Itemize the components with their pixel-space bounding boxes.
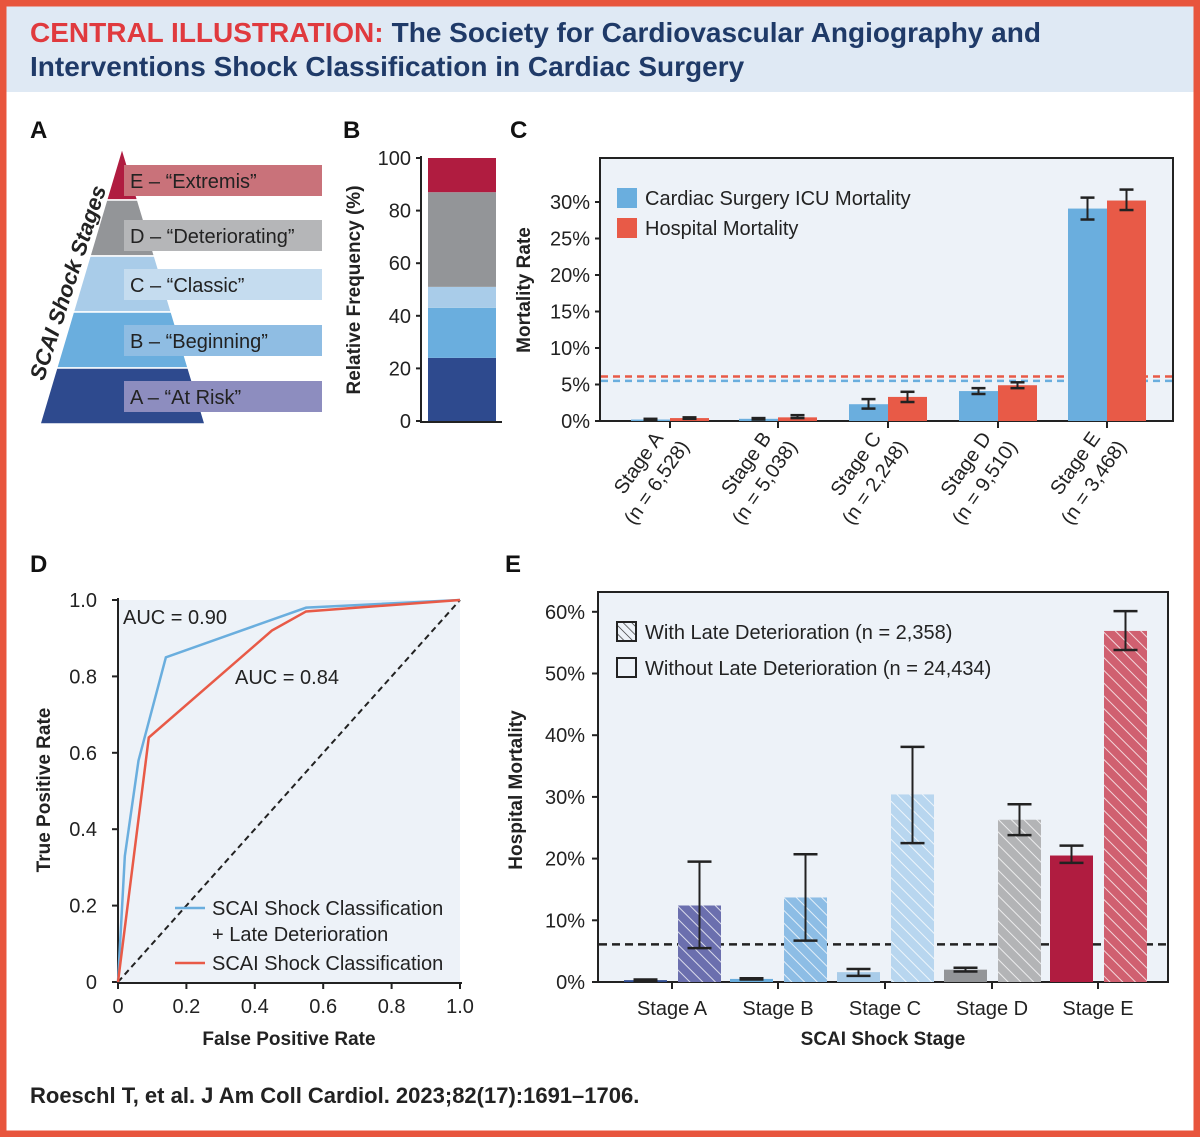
b-ylabel: Relative Frequency (%) — [344, 185, 365, 394]
header-title-line1: CENTRAL ILLUSTRATION: The Society for Car… — [30, 17, 1041, 48]
e-bar-with-late — [1104, 630, 1147, 982]
e-ytick-label: 10% — [545, 910, 585, 932]
d-xtick-label: 1.0 — [446, 996, 474, 1018]
d-legend-label: SCAI Shock Classification — [212, 953, 443, 975]
b-ytick-label: 60 — [389, 253, 411, 275]
e-xlabel: SCAI Shock Stage — [801, 1029, 966, 1050]
d-legend-label-2: + Late Deterioration — [212, 924, 388, 946]
e-legend-label-without: Without Late Deterioration (n = 24,434) — [645, 658, 991, 680]
citation: Roeschl T, et al. J Am Coll Cardiol. 202… — [30, 1083, 639, 1108]
d-xtick-label: 0.4 — [241, 996, 269, 1018]
c-bar — [998, 385, 1037, 421]
e-xtick-label: Stage C — [849, 998, 921, 1020]
b-ytick-label: 0 — [400, 411, 411, 433]
c-ytick-label: 10% — [550, 338, 590, 360]
c-ytick-label: 20% — [550, 265, 590, 287]
b-ytick-label: 80 — [389, 201, 411, 223]
d-xtick-label: 0.8 — [378, 996, 406, 1018]
c-bar — [1068, 208, 1107, 421]
panel-label-e: E — [505, 551, 521, 578]
e-ytick-label: 40% — [545, 725, 585, 747]
e-ytick-label: 20% — [545, 849, 585, 871]
e-ytick-label: 0% — [556, 972, 585, 994]
segment-stage-D — [428, 192, 496, 287]
header-title-line2: Interventions Shock Classification in Ca… — [30, 51, 745, 82]
d-xtick-label: 0.2 — [172, 996, 200, 1018]
stage-label-c: C – “Classic” — [130, 275, 244, 297]
segment-stage-B — [428, 307, 496, 358]
e-ytick-label: 30% — [545, 787, 585, 809]
d-ytick-label: 0.4 — [69, 819, 97, 841]
panel-label-d: D — [30, 551, 47, 578]
c-legend-label: Hospital Mortality — [645, 218, 798, 240]
d-ytick-label: 0.2 — [69, 896, 97, 918]
d-legend-label: SCAI Shock Classification — [212, 898, 443, 920]
d-xtick-label: 0.6 — [309, 996, 337, 1018]
c-bar — [1107, 200, 1146, 421]
d-roc-line-scai — [116, 598, 461, 983]
stage-label-b: B – “Beginning” — [130, 331, 268, 353]
c-bar — [849, 404, 888, 421]
b-ytick-label: 40 — [389, 306, 411, 328]
panel-a-pyramid: SCAI Shock Stages E – “Extremis”D – “Det… — [25, 145, 322, 425]
d-xtick-label: 0 — [112, 996, 123, 1018]
c-ytick-label: 0% — [561, 411, 590, 433]
stage-label-box-a — [124, 381, 322, 412]
e-xtick-label: Stage B — [742, 998, 813, 1020]
c-ylabel: Mortality Rate — [514, 227, 535, 353]
d-ytick-label: 0.8 — [69, 666, 97, 688]
d-ytick-label: 0 — [86, 972, 97, 994]
c-bar — [959, 391, 998, 421]
e-bar-without-late — [1050, 855, 1093, 982]
stage-label-box-d — [124, 220, 322, 251]
c-ytick-label: 30% — [550, 192, 590, 214]
c-legend-swatch — [617, 188, 637, 208]
e-bar-with-late — [998, 819, 1041, 982]
e-legend-hatched-swatch — [616, 621, 637, 642]
b-ytick-label: 20 — [389, 358, 411, 380]
e-ylabel: Hospital Mortality — [506, 710, 527, 870]
panel-e-late-deterioration-chart: Hospital Mortality SCAI Shock Stage 0% 10… — [506, 591, 1169, 1050]
c-legend-label: Cardiac Surgery ICU Mortality — [645, 188, 911, 210]
d-auc-label-090: AUC = 0.90 — [123, 607, 227, 629]
c-ytick-label: 5% — [561, 375, 590, 397]
d-chance-diagonal — [117, 599, 461, 983]
d-ylabel: True Positive Rate — [34, 708, 55, 873]
panel-label-c: C — [510, 117, 527, 144]
header-band — [0, 0, 1200, 92]
stage-label-a: A – “At Risk” — [130, 387, 241, 409]
e-ytick-label: 50% — [545, 664, 585, 686]
e-ytick-label: 60% — [545, 602, 585, 624]
c-legend-swatch — [617, 218, 637, 238]
d-xlabel: False Positive Rate — [202, 1029, 375, 1050]
header-title-1: The Society for Cardiovascular Angiograp… — [392, 17, 1041, 48]
stage-label-e: E – “Extremis” — [130, 171, 257, 193]
stage-label-box-b — [124, 325, 322, 356]
segment-stage-E — [428, 158, 496, 193]
d-ytick-label: 0.6 — [69, 743, 97, 765]
stage-label-box-e — [124, 165, 322, 196]
panel-label-a: A — [30, 117, 47, 144]
panel-b-stacked-bar: Relative Frequency (%) 0 20 40 60 80 100 — [344, 148, 502, 433]
segment-stage-A — [428, 357, 496, 421]
panel-d-roc-chart: True Positive Rate False Positive Rate 0… — [34, 590, 474, 1050]
c-ytick-label: 15% — [550, 302, 590, 324]
stage-label-d: D – “Deteriorating” — [130, 226, 295, 248]
d-auc-label-084: AUC = 0.84 — [235, 667, 339, 689]
panel-label-b: B — [343, 117, 360, 144]
stage-label-box-c — [124, 269, 322, 300]
e-legend-label-with: With Late Deterioration (n = 2,358) — [645, 622, 952, 644]
d-roc-line-scai-late — [116, 598, 461, 983]
e-xtick-label: Stage D — [956, 998, 1028, 1020]
c-ytick-label: 25% — [550, 229, 590, 251]
d-ytick-label: 1.0 — [69, 590, 97, 612]
e-xtick-label: Stage A — [637, 998, 708, 1020]
header-prefix: CENTRAL ILLUSTRATION: — [30, 17, 384, 48]
e-xtick-label: Stage E — [1062, 998, 1133, 1020]
segment-stage-C — [428, 286, 496, 308]
b-ytick-label: 100 — [378, 148, 411, 170]
e-legend-plain-swatch — [616, 657, 637, 678]
